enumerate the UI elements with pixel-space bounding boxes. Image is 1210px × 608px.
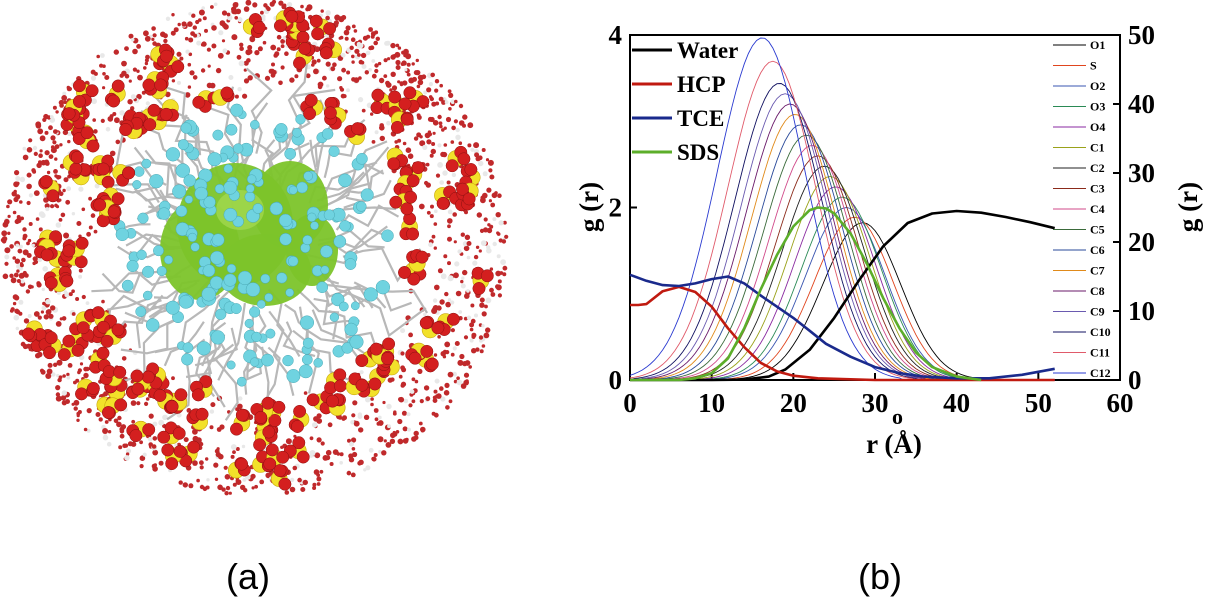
right-y-tick-label: 20 [1128, 227, 1155, 257]
hydrocarbon-tail-beads [113, 103, 394, 387]
right-y-axis-label: g (r) [1173, 182, 1203, 232]
left-y-axis-label: g (r) [574, 182, 604, 232]
legend-label-c12: C12 [1090, 366, 1111, 380]
rdf-chart-panel: 0 10 20 30 40 50 60 0 2 4 0 10 20 30 40 50 Water HCP TCE S… [520, 0, 1210, 520]
legend-label-s: S [1090, 59, 1097, 73]
left-legend: Water HCP TCE SDS [632, 38, 738, 165]
micelle-snapshot-panel [0, 0, 520, 520]
series-line-hcp [630, 285, 1055, 382]
legend-label-c5: C5 [1090, 223, 1105, 237]
stray-tick-label: o [892, 404, 903, 429]
series-line-tce [629, 273, 1055, 380]
left-y-tick-label: 4 [609, 20, 623, 50]
legend-label-c2: C2 [1090, 161, 1105, 175]
legend-label-sds: SDS [677, 140, 719, 165]
x-tick-label: 60 [1107, 388, 1134, 418]
left-y-tick-label: 2 [609, 193, 623, 223]
left-axis-series-group [629, 206, 1056, 382]
legend-label-tce: TCE [677, 106, 724, 131]
legend-label-hcp: HCP [677, 72, 726, 97]
legend-label-c4: C4 [1090, 202, 1105, 216]
series-line-c4 [630, 145, 1055, 381]
x-tick-label: 40 [943, 388, 970, 418]
right-y-tick-label: 40 [1128, 89, 1155, 119]
x-tick-label: 30 [862, 388, 889, 418]
panel-label-b: (b) [858, 556, 902, 597]
legend-label-c8: C8 [1090, 284, 1105, 298]
x-tick-label: 50 [1025, 388, 1052, 418]
legend-label-c9: C9 [1090, 305, 1105, 319]
right-y-tick-label: 50 [1128, 20, 1155, 50]
right-legend: O1 S O2 O3 O4 C1 C2 C3 C4 C5 C6 C7 C8 C9 C10 C11 C12 [1053, 38, 1111, 380]
legend-label-o3: O3 [1090, 100, 1105, 114]
legend-label-c7: C7 [1090, 264, 1105, 278]
sulfate-headgroups [21, 6, 494, 491]
right-y-tick-label: 30 [1128, 158, 1155, 188]
series-line-o2 [630, 207, 1055, 381]
legend-label-water: Water [677, 38, 738, 63]
legend-label-o1: O1 [1090, 38, 1105, 52]
right-y-tick-label: 0 [1128, 365, 1142, 395]
legend-label-o2: O2 [1090, 79, 1105, 93]
series-line-water [630, 209, 1056, 382]
series-line-sds [630, 206, 982, 382]
right-y-tick-label: 10 [1128, 296, 1155, 326]
legend-label-c6: C6 [1090, 243, 1105, 257]
left-y-tick-label: 0 [609, 365, 623, 395]
legend-label-c11: C11 [1090, 346, 1110, 360]
series-line-c1 [630, 176, 1055, 381]
legend-label-o4: O4 [1090, 120, 1105, 134]
x-tick-label: 10 [698, 388, 725, 418]
series-line-c9 [630, 93, 1055, 381]
micelle-snapshot-image [0, 0, 509, 496]
panel-label-a: (a) [226, 556, 270, 597]
series-line-c5 [630, 134, 1055, 381]
legend-label-c10: C10 [1090, 325, 1111, 339]
x-tick-label: 20 [780, 388, 807, 418]
legend-label-c3: C3 [1090, 182, 1105, 196]
x-axis-label: r (Å) [866, 429, 922, 459]
x-tick-label: 0 [623, 388, 637, 418]
series-line-o1 [630, 222, 1055, 381]
legend-label-c1: C1 [1090, 141, 1105, 155]
